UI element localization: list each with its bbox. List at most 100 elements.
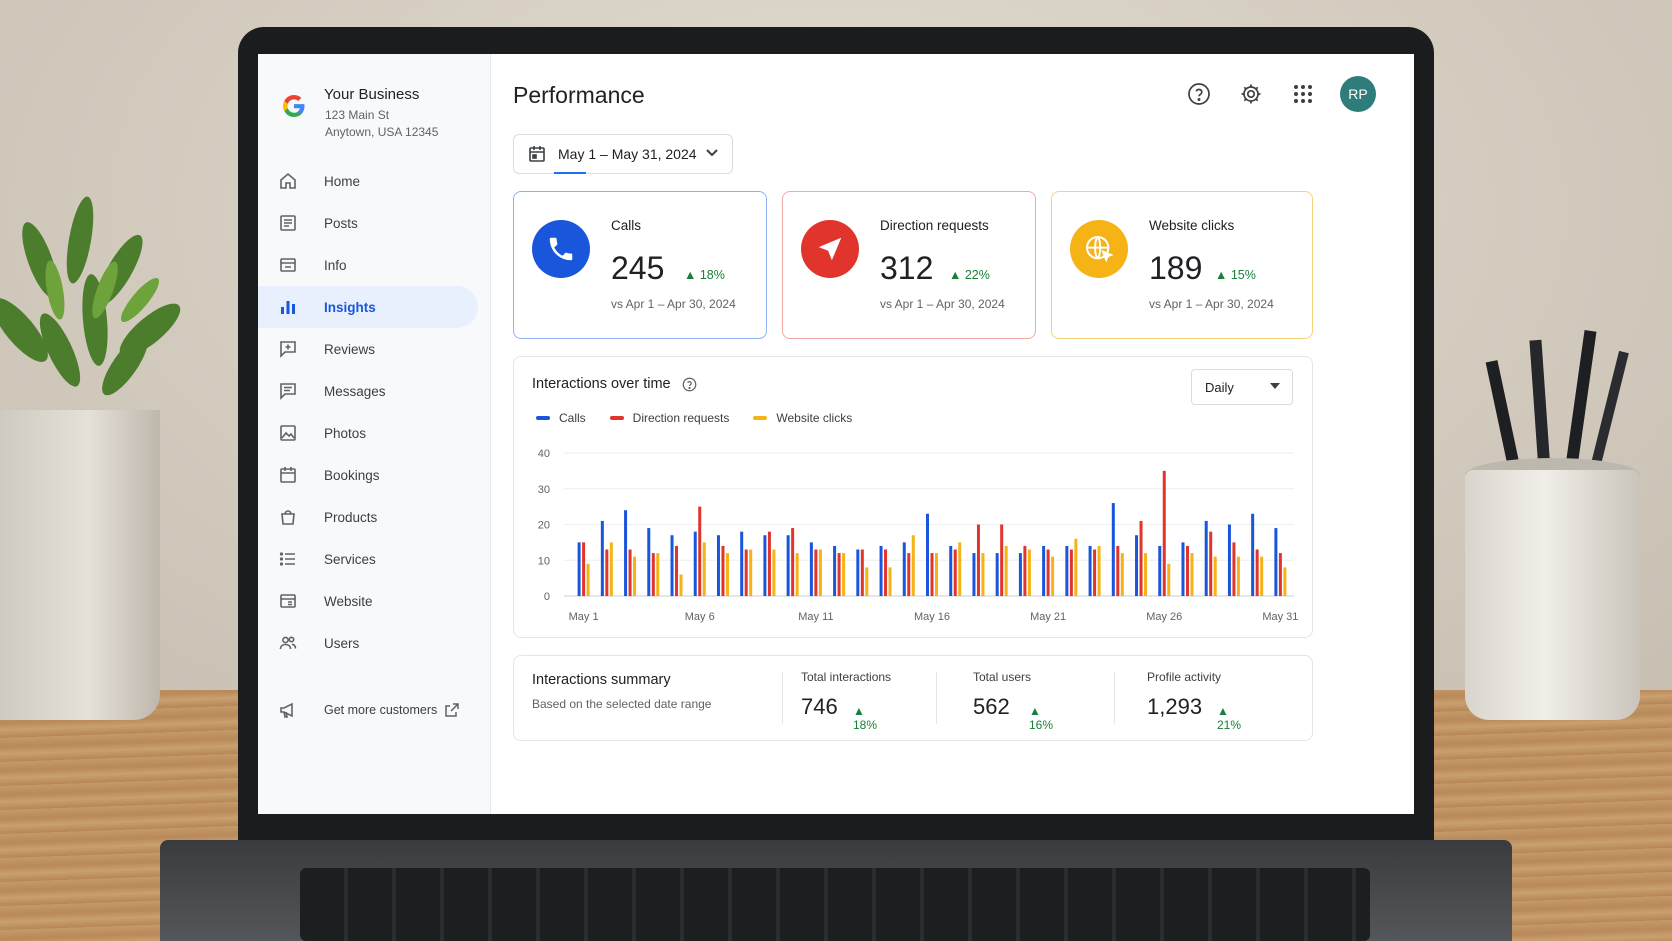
sidebar-item-label: Website — [324, 593, 373, 609]
y-tick-label: 10 — [538, 555, 550, 567]
bar-direction-requests — [767, 531, 771, 596]
sidebar-item-messages[interactable]: Messages — [258, 370, 490, 412]
bar-direction-requests — [976, 524, 980, 596]
sidebar-item-insights[interactable]: Insights — [258, 286, 478, 328]
bar-website-clicks — [865, 567, 869, 596]
bar-direction-requests — [791, 528, 795, 596]
x-tick-label: May 16 — [914, 611, 950, 623]
summary-subtitle: Based on the selected date range — [532, 697, 712, 711]
bar-chart-plot: 0 10 20 30 40 May 1 May 6 May 11 May 16 May 21 May… — [538, 448, 1299, 623]
bar-direction-requests — [651, 553, 655, 596]
avatar[interactable]: RP — [1340, 76, 1376, 112]
bar-direction-requests — [1278, 553, 1282, 596]
sidebar-item-label: Services — [324, 551, 376, 567]
card-delta-value: 22% — [964, 268, 990, 282]
calls-card[interactable]: Calls 245 ▲ 18% vs Apr 1 – Apr 30, 2024 — [513, 191, 767, 339]
bar-direction-requests — [605, 549, 609, 596]
bar-chart-icon — [278, 297, 298, 317]
sidebar-item-info[interactable]: Info — [258, 244, 490, 286]
bar-direction-requests — [675, 545, 679, 596]
legend-item-calls[interactable]: Calls — [536, 411, 586, 425]
sidebar: Your Business 123 Main St Anytown, USA 1… — [258, 54, 491, 814]
granularity-dropdown[interactable]: Daily — [1191, 369, 1293, 405]
calendar-icon — [278, 465, 298, 485]
date-range-picker[interactable]: May 1 – May 31, 2024 — [513, 134, 733, 174]
messages-icon — [278, 381, 298, 401]
bar-calls — [833, 545, 837, 596]
gear-icon[interactable] — [1236, 79, 1266, 109]
bar-direction-requests — [1255, 549, 1259, 596]
metric-total-interactions: Total interactions 746 ▲ 18% — [801, 670, 891, 732]
help-icon[interactable] — [1184, 79, 1214, 109]
bar-website-clicks — [1144, 553, 1148, 596]
sidebar-item-photos[interactable]: Photos — [258, 412, 490, 454]
get-more-customers-link[interactable]: Get more customers — [258, 690, 490, 730]
sidebar-item-label: Products — [324, 509, 378, 525]
bar-website-clicks — [1260, 556, 1264, 596]
chart-legend: Calls Direction requests Website clicks — [536, 411, 852, 425]
bar-calls — [1065, 545, 1069, 596]
bar-direction-requests — [1093, 549, 1097, 596]
sidebar-item-website[interactable]: Website — [258, 580, 490, 622]
metric-value: 1,293 — [1147, 694, 1203, 719]
divider — [1114, 672, 1115, 724]
bar-calls — [716, 535, 720, 596]
interactions-chart-card: Interactions over time Calls Direction r… — [513, 356, 1313, 638]
bar-website-clicks — [586, 563, 590, 596]
bar-direction-requests — [582, 542, 586, 596]
sidebar-item-home[interactable]: Home — [258, 160, 490, 202]
sidebar-item-label: Home — [324, 173, 361, 189]
chart-title: Interactions over time — [532, 376, 671, 392]
sidebar-item-reviews[interactable]: Reviews — [258, 328, 490, 370]
info-icon — [278, 255, 298, 275]
main-content: Performance RP May 1 – May 31, 2024 — [491, 54, 1414, 814]
direction-requests-card[interactable]: Direction requests 312 ▲ 22% vs Apr 1 – … — [782, 191, 1036, 339]
navigation-arrow-icon — [801, 220, 859, 278]
metric-value: 562 — [973, 694, 1010, 719]
sidebar-item-bookings[interactable]: Bookings — [258, 454, 490, 496]
sidebar-item-label: Posts — [324, 215, 358, 231]
bar-direction-requests — [1069, 549, 1073, 596]
bar-calls — [879, 545, 883, 596]
page-title: Performance — [513, 82, 645, 108]
summary-title: Interactions summary — [532, 672, 671, 688]
bar-direction-requests — [860, 549, 864, 596]
bar-direction-requests — [698, 506, 702, 596]
legend-swatch — [609, 416, 624, 420]
website-clicks-card[interactable]: Website clicks 189 ▲ 15% vs Apr 1 – Apr … — [1051, 191, 1313, 339]
up-arrow-icon: ▲ — [684, 268, 700, 282]
sidebar-item-services[interactable]: Services — [258, 538, 490, 580]
home-icon — [278, 171, 298, 191]
bar-website-clicks — [633, 556, 637, 596]
business-name: Your Business — [324, 86, 420, 103]
help-icon[interactable] — [682, 377, 697, 392]
bar-calls — [1227, 524, 1231, 596]
legend-item-website-clicks[interactable]: Website clicks — [753, 411, 852, 425]
x-tick-label: May 6 — [685, 611, 715, 623]
bar-website-clicks — [1120, 553, 1124, 596]
bar-calls — [786, 535, 790, 596]
bar-direction-requests — [628, 549, 632, 596]
bar-website-clicks — [981, 553, 985, 596]
granularity-value: Daily — [1205, 380, 1234, 395]
y-tick-label: 20 — [538, 520, 550, 532]
bar-calls — [809, 542, 813, 596]
phone-icon — [532, 220, 590, 278]
bar-website-clicks — [842, 553, 846, 596]
bar-calls — [902, 542, 906, 596]
promo-label: Get more customers — [324, 703, 438, 717]
sidebar-item-products[interactable]: Products — [258, 496, 490, 538]
bar-calls — [1088, 545, 1092, 596]
app-screen: Your Business 123 Main St Anytown, USA 1… — [258, 54, 1414, 814]
reviews-icon — [278, 339, 298, 359]
up-arrow-icon: ▲ — [949, 268, 965, 282]
sidebar-item-users[interactable]: Users — [258, 622, 490, 664]
legend-item-direction-requests[interactable]: Direction requests — [609, 411, 729, 425]
bar-direction-requests — [1209, 531, 1213, 596]
bar-website-clicks — [1051, 556, 1055, 596]
bar-direction-requests — [1046, 549, 1050, 596]
metric-label: Total users — [973, 670, 1032, 684]
apps-grid-icon[interactable] — [1288, 79, 1318, 109]
sidebar-item-posts[interactable]: Posts — [258, 202, 490, 244]
metric-delta: ▲ 16% — [1029, 704, 1053, 732]
